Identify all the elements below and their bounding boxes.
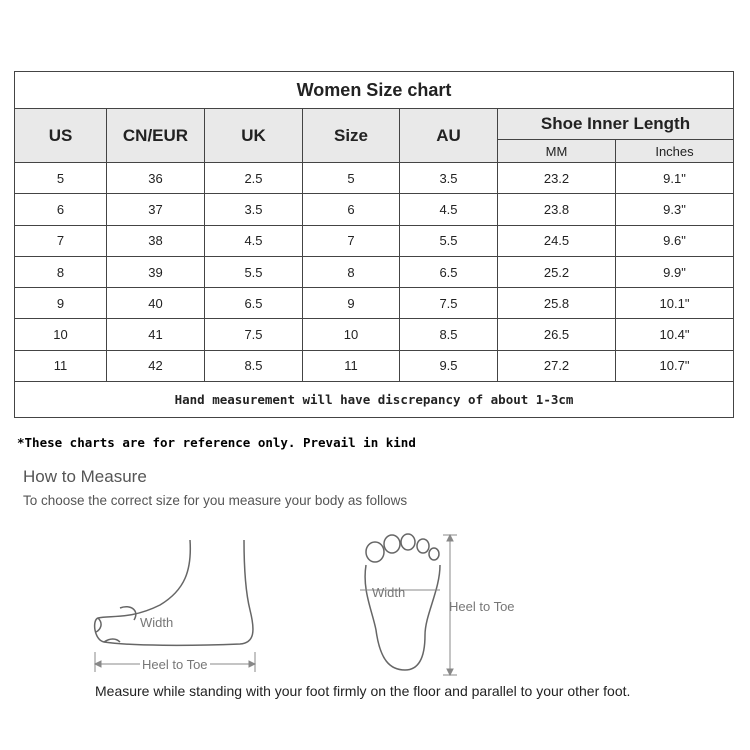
table-cell: 11 [302,349,400,383]
table-cell: 5.5 [399,224,498,257]
top-foot-icon [364,533,441,671]
table-cell: 26.5 [497,318,616,351]
table-cell: 7.5 [399,287,498,320]
table-cell: 6 [14,193,107,226]
table-cell: 4.5 [399,193,498,226]
header-us: US [14,108,107,163]
table-row: 6 37 3.5 6 4.5 23.8 9.3" [14,193,734,226]
table-row: 9 40 6.5 9 7.5 25.8 10.1" [14,287,734,320]
foot-measure-illustration: Width Heel to Toe Width Heel to Toe [93,533,515,677]
table-cell: 5 [302,161,400,195]
header-au: AU [399,108,498,163]
measure-caption: Measure while standing with your foot fi… [95,683,631,699]
table-cell: 9.6" [615,224,734,257]
table-cell: 4.5 [204,224,303,257]
table-row: 7 38 4.5 7 5.5 24.5 9.6" [14,224,734,257]
table-cell: 37 [106,193,205,226]
table-cell: 6 [302,193,400,226]
table-cell: 41 [106,318,205,351]
table-cell: 7 [14,224,107,257]
header-cn-eur: CN/EUR [106,108,205,163]
table-cell: 6.5 [399,255,498,289]
width-label-top: Width [372,585,405,600]
header-size: Size [302,108,400,163]
table-cell: 23.2 [497,161,616,195]
table-cell: 10.7" [615,349,734,383]
table-row: 8 39 5.5 8 6.5 25.2 9.9" [14,255,734,289]
table-row: 10 41 7.5 10 8.5 26.5 10.4" [14,318,734,351]
measurement-note: Hand measurement will have discrepancy o… [14,381,734,419]
table-cell: 8 [302,255,400,289]
heel-to-toe-label-top: Heel to Toe [449,599,515,614]
table-cell: 8 [14,255,107,289]
table-cell: 10 [302,318,400,351]
table-cell: 23.8 [497,193,616,226]
table-cell: 38 [106,224,205,257]
table-cell: 10.4" [615,318,734,351]
table-cell: 7.5 [204,318,303,351]
table-cell: 10.1" [615,287,734,320]
width-label-side: Width [140,615,173,630]
table-cell: 7 [302,224,400,257]
table-cell: 42 [106,349,205,383]
table-cell: 40 [106,287,205,320]
table-cell: 39 [106,255,205,289]
table-cell: 25.8 [497,287,616,320]
table-cell: 36 [106,161,205,195]
table-cell: 24.5 [497,224,616,257]
table-cell: 9.5 [399,349,498,383]
table-cell: 8.5 [399,318,498,351]
header-inches: Inches [615,139,734,163]
size-chart-table: Women Size chart US CN/EUR UK Size AU Sh… [14,71,734,419]
table-cell: 27.2 [497,349,616,383]
table-cell: 6.5 [204,287,303,320]
how-to-title: How to Measure [23,467,147,486]
heel-to-toe-label-side: Heel to Toe [142,657,208,672]
table-cell: 9.1" [615,161,734,195]
table-title: Women Size chart [14,71,734,109]
side-foot-icon [93,539,254,647]
table-cell: 25.2 [497,255,616,289]
disclaimer: *These charts are for reference only. Pr… [17,435,416,450]
table-cell: 5.5 [204,255,303,289]
header-shoe-inner-length: Shoe Inner Length [497,108,734,140]
how-to-subtitle: To choose the correct size for you measu… [23,493,408,508]
table-cell: 9.3" [615,193,734,226]
table-cell: 5 [14,161,107,195]
table-cell: 9.9" [615,255,734,289]
table-row: 11 42 8.5 11 9.5 27.2 10.7" [14,349,734,383]
table-cell: 8.5 [204,349,303,383]
header-mm: MM [497,139,616,163]
header-uk: UK [204,108,303,163]
table-cell: 11 [14,349,107,383]
table-cell: 2.5 [204,161,303,195]
table-cell: 3.5 [204,193,303,226]
table-cell: 3.5 [399,161,498,195]
table-row: 5 36 2.5 5 3.5 23.2 9.1" [14,161,734,195]
table-cell: 9 [14,287,107,320]
table-cell: 10 [14,318,107,351]
table-cell: 9 [302,287,400,320]
